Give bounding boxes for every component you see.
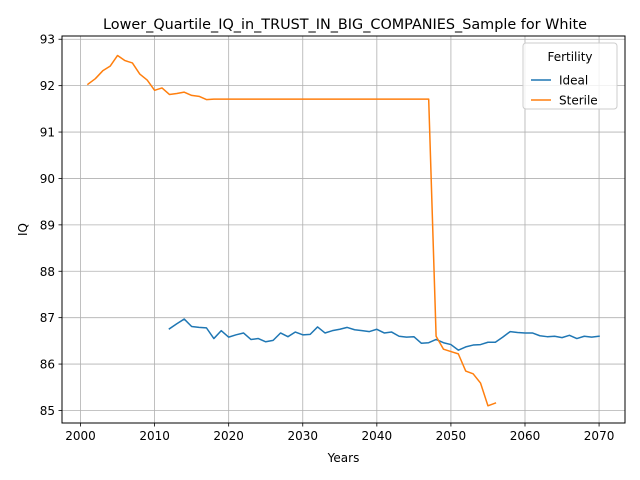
y-axis: 85 86 87 88 89 90 91 92 93 xyxy=(40,33,62,418)
y-tick-label: 92 xyxy=(40,79,55,93)
y-tick-label: 85 xyxy=(40,404,55,418)
x-tick-label: 2040 xyxy=(362,429,393,443)
x-tick-label: 2070 xyxy=(584,429,615,443)
y-tick-label: 90 xyxy=(40,172,55,186)
y-tick-label: 93 xyxy=(40,33,55,47)
x-tick-label: 2000 xyxy=(65,429,96,443)
y-axis-label: IQ xyxy=(16,223,30,236)
plot-frame xyxy=(61,35,626,424)
x-axis: 2000 2010 2020 2030 2040 2050 2060 2070 xyxy=(65,423,614,443)
y-tick-label: 91 xyxy=(40,126,55,140)
y-tick-label: 87 xyxy=(40,311,55,325)
y-tick-label: 89 xyxy=(40,218,55,232)
x-tick-label: 2010 xyxy=(139,429,170,443)
x-tick-label: 2020 xyxy=(213,429,244,443)
legend-label-ideal: Ideal xyxy=(559,74,588,88)
x-axis-label: Years xyxy=(327,451,360,465)
legend-title: Fertility xyxy=(547,50,592,64)
chart-title: Lower_Quartile_IQ_in_TRUST_IN_BIG_COMPAN… xyxy=(103,17,587,33)
series-line-sterile xyxy=(86,54,497,407)
series-line-ideal xyxy=(168,318,600,351)
x-tick-label: 2060 xyxy=(510,429,541,443)
y-tick-label: 86 xyxy=(40,358,55,372)
legend: Fertility Ideal Sterile xyxy=(522,42,618,110)
y-tick-label: 88 xyxy=(40,265,55,279)
legend-frame xyxy=(522,42,618,110)
x-tick-label: 2030 xyxy=(287,429,318,443)
x-tick-label: 2050 xyxy=(436,429,467,443)
legend-label-sterile: Sterile xyxy=(559,94,598,108)
series-lines xyxy=(86,54,600,407)
